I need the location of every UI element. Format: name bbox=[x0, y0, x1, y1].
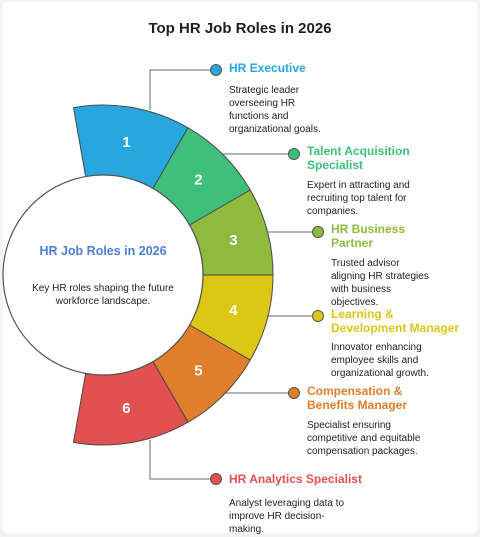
role-title-4: Learning & Development Manager bbox=[331, 307, 460, 335]
role-description-2: Expert in attracting and recruiting top … bbox=[307, 180, 410, 217]
role-title-5: Compensation & Benefits Manager bbox=[307, 384, 408, 412]
role-description-1: Strategic leader overseeing HR functions… bbox=[229, 85, 321, 135]
role-number-6: 6 bbox=[122, 400, 130, 417]
role-title-1: HR Executive bbox=[229, 61, 306, 75]
page-title: Top HR Job Roles in 2026 bbox=[148, 20, 332, 37]
center-title: HR Job Roles in 2026 bbox=[39, 244, 167, 258]
center-description: Key HR roles shaping the future workforc… bbox=[32, 283, 174, 307]
role-number-1: 1 bbox=[122, 134, 130, 151]
connector-dot-5 bbox=[288, 387, 300, 399]
role-description-5: Specialist ensuring competitive and equi… bbox=[307, 420, 421, 457]
connector-dot-4 bbox=[312, 310, 324, 322]
connector-line-6 bbox=[149, 440, 216, 480]
role-title-6: HR Analytics Specialist bbox=[229, 472, 362, 486]
connector-line-1 bbox=[149, 69, 216, 110]
connector-dot-1 bbox=[210, 64, 222, 76]
role-number-5: 5 bbox=[194, 362, 202, 379]
role-description-6: Analyst leveraging data to improve HR de… bbox=[229, 498, 345, 535]
role-description-4: Innovator enhancing employee skills and … bbox=[331, 342, 429, 379]
connector-dot-2 bbox=[288, 148, 300, 160]
role-number-4: 4 bbox=[229, 302, 238, 319]
role-number-3: 3 bbox=[229, 232, 237, 249]
role-description-3: Trusted advisor aligning HR strategies w… bbox=[331, 258, 429, 308]
connector-dot-6 bbox=[210, 473, 222, 485]
center-circle bbox=[2, 174, 204, 376]
role-number-2: 2 bbox=[194, 172, 202, 189]
role-title-2: Talent Acquisition Specialist bbox=[307, 144, 410, 172]
role-title-3: HR Business Partner bbox=[331, 222, 406, 250]
connector-dot-3 bbox=[312, 226, 324, 238]
